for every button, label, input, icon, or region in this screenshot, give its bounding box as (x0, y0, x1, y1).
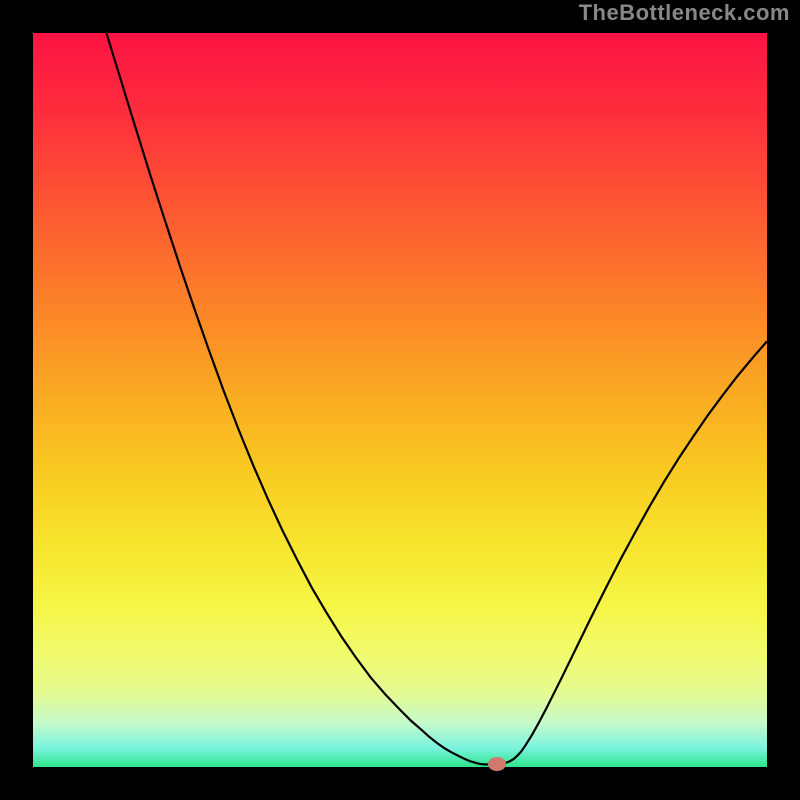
optimal-point-marker (488, 757, 506, 771)
watermark-text: TheBottleneck.com (579, 0, 790, 26)
chart-container: TheBottleneck.com (0, 0, 800, 800)
plot-area (33, 33, 767, 767)
bottleneck-curve (33, 33, 767, 767)
